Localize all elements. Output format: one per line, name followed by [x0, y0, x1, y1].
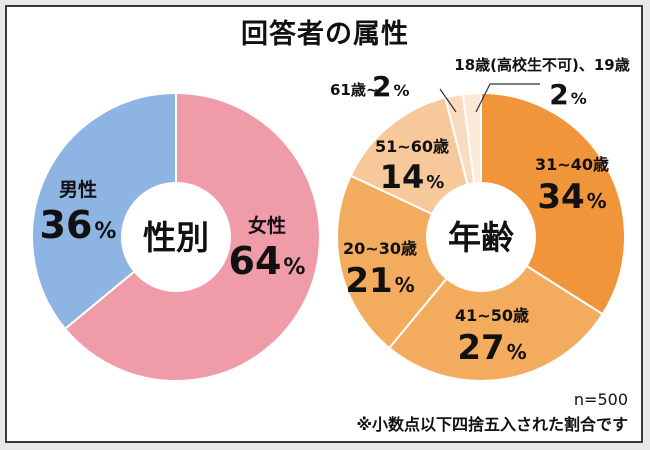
age-slice-1 [387, 235, 604, 382]
label-age-18-19: 18歳(高校生不可)、19歳 2% [454, 56, 629, 111]
label-age-61-value: 2% [372, 70, 410, 103]
label-age-41-50-category: 41~50歳 [455, 306, 529, 325]
label-age-31-40-category: 31~40歳 [535, 155, 609, 174]
gender-center-hole [121, 182, 231, 292]
age-donut: 年齢 [336, 91, 626, 382]
age-center-hole [426, 182, 536, 292]
leader-line-61 [439, 88, 457, 113]
gender-center-label: 性別 [143, 218, 209, 257]
label-age-31-40: 31~40歳 34% [535, 155, 609, 217]
gender-slice-1 [31, 91, 177, 331]
label-male-value: 36% [40, 203, 117, 247]
gender-donut: 性別 [31, 91, 321, 382]
label-age-61-category: 61歳~ [330, 81, 378, 99]
label-age-41-50-value: 27% [457, 328, 526, 368]
age-center-label: 年齢 [448, 218, 514, 257]
chart-title: 回答者の属性 [241, 19, 409, 50]
label-age-41-50: 41~50歳 27% [455, 306, 529, 368]
label-age-20-30: 20~30歳 21% [343, 239, 417, 301]
label-age-31-40-value: 34% [537, 177, 606, 217]
label-female-category: 女性 [248, 214, 286, 237]
label-age-18-19-category: 18歳(高校生不可)、19歳 [454, 56, 629, 74]
label-age-18-19-value: 2% [549, 78, 587, 111]
label-female-value: 64% [229, 239, 306, 283]
leader-line-18-19 [475, 83, 540, 113]
label-age-20-30-category: 20~30歳 [343, 239, 417, 258]
label-age-51-60-value: 14% [380, 158, 445, 196]
age-slice-2 [336, 174, 483, 350]
sample-size: n=500 [573, 390, 628, 409]
label-age-20-30-value: 21% [345, 261, 414, 301]
label-age-61: 61歳~2% [330, 70, 410, 103]
label-male-category: 男性 [59, 178, 97, 201]
label-age-51-60-category: 51~60歳 [375, 137, 449, 156]
label-age-51-60: 51~60歳 14% [375, 137, 449, 196]
rounding-note: ※小数点以下四捨五入された割合です [356, 415, 628, 434]
